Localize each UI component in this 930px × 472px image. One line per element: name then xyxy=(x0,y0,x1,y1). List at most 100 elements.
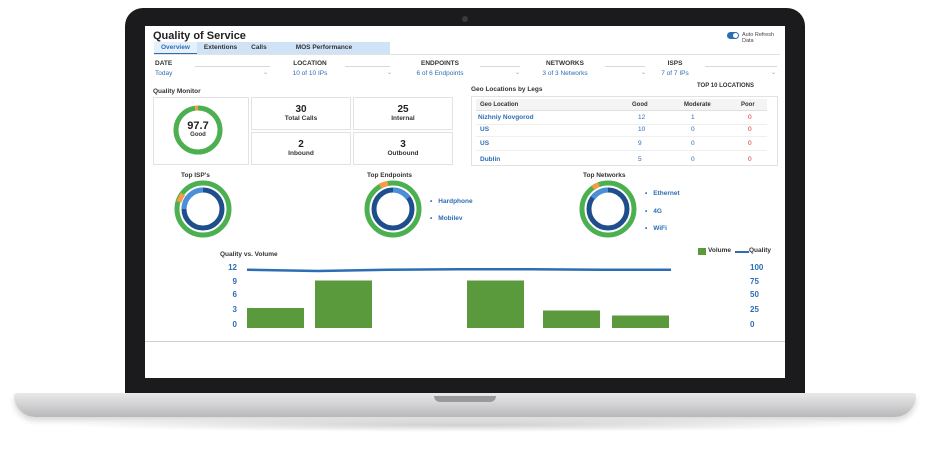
filter-date-value: Today xyxy=(155,70,173,77)
volume-bar[interactable] xyxy=(315,280,372,329)
geo-location: US xyxy=(480,140,490,147)
volume-bar[interactable] xyxy=(543,310,600,329)
endpoints-donut-chart[interactable] xyxy=(364,180,422,238)
tab-divider xyxy=(154,54,780,55)
donut-outer-slice xyxy=(378,181,389,189)
filter-isps-value: 7 of 7 IPs xyxy=(661,70,689,77)
chevron-down-icon[interactable]: ⌄ xyxy=(263,70,269,76)
donut-outer-slice xyxy=(176,192,186,203)
chart-title: Quality vs. Volume xyxy=(220,251,278,258)
donut-outer-ring xyxy=(579,180,637,238)
legend-hardphone[interactable]: Hardphone xyxy=(430,198,472,205)
legend-volume-swatch xyxy=(698,248,706,255)
donut-outer-ring xyxy=(174,180,232,238)
filter-networks-value: 3 of 3 Networks xyxy=(542,70,588,77)
donut-inner-slice xyxy=(392,187,411,200)
stat-label: Outbound xyxy=(387,150,419,157)
volume-bar[interactable] xyxy=(467,280,524,329)
y-right-tick: 25 xyxy=(750,305,759,314)
filter-date[interactable]: DATE Today xyxy=(155,60,215,82)
filter-location-value: 10 of 10 IPs xyxy=(292,70,328,77)
filter-divider xyxy=(605,66,645,67)
tab-extentions[interactable]: Extentions xyxy=(203,44,238,51)
volume-bar[interactable] xyxy=(247,308,304,328)
tab-mos-performance[interactable]: MOS Performance xyxy=(295,44,353,51)
quality-volume-chart[interactable] xyxy=(241,266,741,332)
legend-volume-label: Volume xyxy=(708,247,731,254)
filter-networks-label: NETWORKS xyxy=(546,60,584,67)
stat-value: 3 xyxy=(400,139,406,150)
geo-col-moderate: Moderate xyxy=(684,102,711,108)
volume-bar[interactable] xyxy=(612,315,669,329)
top-isps-title: Top ISP's xyxy=(181,172,210,179)
geo-good: 5 xyxy=(638,156,642,163)
stat-card-inbound[interactable]: 2 Inbound xyxy=(251,132,351,165)
filter-location[interactable]: LOCATION 10 of 10 IPs xyxy=(275,60,345,82)
geo-title: Geo Locations by Legs xyxy=(471,86,543,93)
stat-card-internal[interactable]: 25 Internal xyxy=(353,97,453,130)
geo-moderate: 0 xyxy=(691,140,695,147)
geo-col-poor: Poor xyxy=(741,102,755,108)
table-row[interactable]: US 10 0 0 xyxy=(476,123,767,137)
table-row[interactable]: US 9 0 0 xyxy=(476,137,767,151)
geo-good: 10 xyxy=(638,126,646,133)
quality-gauge xyxy=(173,105,223,155)
dashboard-screen: Quality of Service Auto Refresh Data Ove… xyxy=(145,26,785,378)
stat-value: 25 xyxy=(397,104,409,115)
geo-location: Nizhniy Novgorod xyxy=(478,114,534,121)
geo-col-good: Good xyxy=(632,102,648,108)
geo-poor: 0 xyxy=(748,140,752,147)
quality-score: 97.7 xyxy=(187,120,209,132)
y-left-tick: 3 xyxy=(232,305,237,314)
geo-good: 12 xyxy=(638,114,646,121)
table-row[interactable]: Nizhniy Novgorod 12 1 0 xyxy=(476,111,767,125)
filter-isps[interactable]: ISPS 7 of 7 IPs xyxy=(645,60,705,82)
legend-wifi[interactable]: WiFi xyxy=(645,225,667,232)
donut-hole xyxy=(189,195,217,223)
stat-label: Total Calls xyxy=(284,115,318,122)
legend-ethernet[interactable]: Ethernet xyxy=(645,190,679,197)
filter-divider xyxy=(345,66,390,67)
y-right-tick: 75 xyxy=(750,277,759,286)
webcam-icon xyxy=(462,16,468,22)
filter-networks[interactable]: NETWORKS 3 of 3 Networks xyxy=(525,60,605,82)
filter-date-label: DATE xyxy=(155,60,173,67)
quality-monitor-title: Quality Monitor xyxy=(153,88,201,95)
isp-donut-chart[interactable] xyxy=(174,180,232,238)
chevron-down-icon[interactable]: ⌄ xyxy=(387,70,393,76)
legend-mobilev[interactable]: Mobilev xyxy=(430,215,462,222)
filter-divider xyxy=(705,66,777,67)
stat-card-outbound[interactable]: 3 Outbound xyxy=(353,132,453,165)
filter-divider xyxy=(195,66,270,67)
tab-calls[interactable]: Calls xyxy=(251,44,267,51)
chevron-down-icon[interactable]: ⌄ xyxy=(771,70,777,76)
chevron-down-icon[interactable]: ⌄ xyxy=(515,70,521,76)
y-left-tick: 0 xyxy=(232,320,237,329)
stat-card-total-calls[interactable]: 30 Total Calls xyxy=(251,97,351,130)
auto-refresh-label: Auto Refresh Data xyxy=(742,32,775,44)
geo-col-location: Geo Location xyxy=(480,102,519,108)
table-row[interactable]: Dublin 5 0 0 xyxy=(476,153,767,167)
auto-refresh-toggle[interactable] xyxy=(727,32,739,39)
networks-donut-chart[interactable] xyxy=(579,180,637,238)
geo-location: US xyxy=(480,126,490,133)
y-left-tick: 9 xyxy=(232,277,237,286)
legend-4g[interactable]: 4G xyxy=(645,208,662,215)
filter-isps-label: ISPS xyxy=(667,60,683,67)
quality-score-label: Good xyxy=(190,132,206,138)
geo-good: 9 xyxy=(638,140,642,147)
filter-location-label: LOCATION xyxy=(293,60,327,67)
chevron-down-icon[interactable]: ⌄ xyxy=(641,70,647,76)
stat-label: Inbound xyxy=(288,150,314,157)
donut-hole xyxy=(594,195,622,223)
stat-value: 30 xyxy=(295,104,307,115)
donut-hole xyxy=(379,195,407,223)
laptop-notch xyxy=(434,396,496,402)
filter-endpoints[interactable]: ENDPOINTS 6 of 6 Endpoints xyxy=(400,60,480,82)
top-locations-label: TOP 10 LOCATIONS xyxy=(697,83,755,89)
tab-overview[interactable]: Overview xyxy=(154,42,197,54)
geo-moderate: 0 xyxy=(691,126,695,133)
quality-line[interactable] xyxy=(246,267,671,273)
footer-divider xyxy=(145,341,785,342)
geo-poor: 0 xyxy=(748,114,752,121)
